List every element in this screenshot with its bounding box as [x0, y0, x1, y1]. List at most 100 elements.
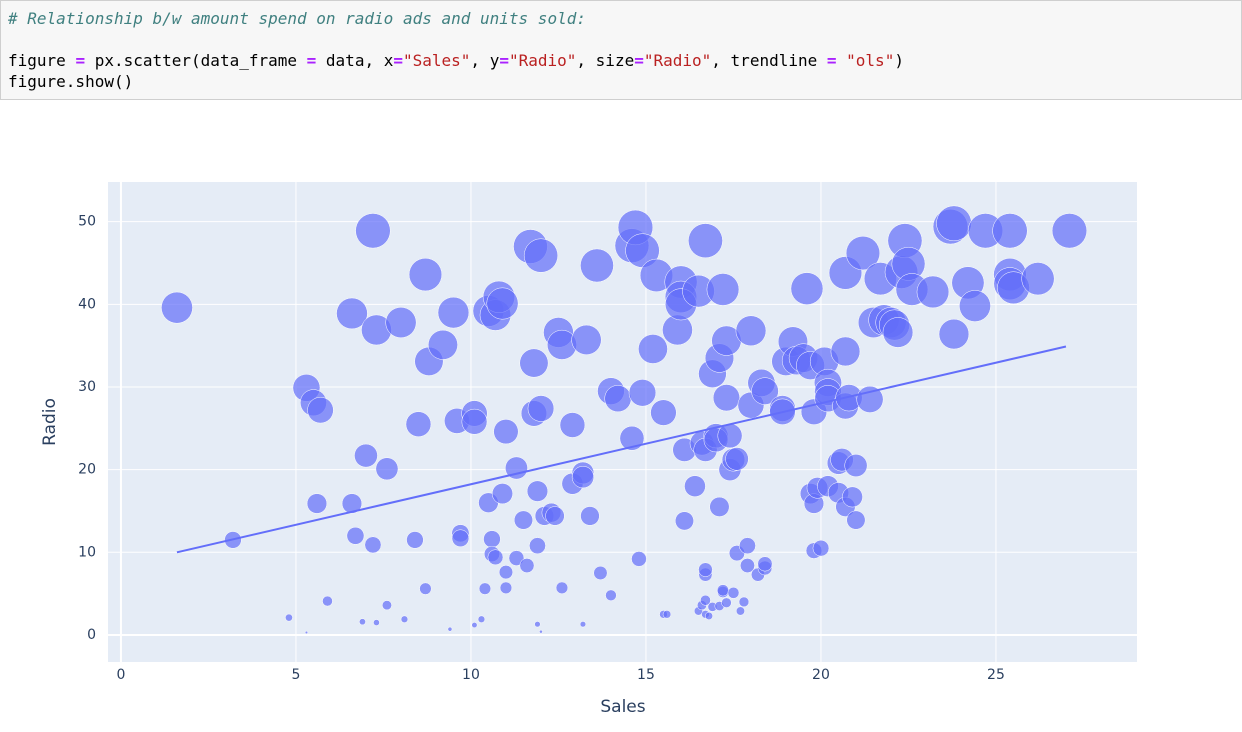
bubble: [304, 630, 309, 635]
bubble: [519, 558, 535, 573]
x-tick-label: 10: [462, 667, 480, 683]
code-token: =: [826, 51, 837, 70]
y-tick-label: 40: [78, 296, 96, 312]
bubble: [725, 447, 749, 471]
bubble: [638, 334, 668, 364]
x-tick-label: 20: [812, 667, 830, 683]
code-token: figure: [8, 51, 76, 70]
bubble: [519, 348, 549, 378]
bubble: [505, 456, 528, 480]
bubble: [959, 290, 991, 322]
bubble: [845, 235, 881, 271]
bubble: [882, 317, 914, 348]
bubble: [285, 613, 293, 622]
y-tick-label: 30: [78, 379, 96, 395]
bubble: [306, 493, 328, 514]
bubble: [437, 296, 470, 329]
x-tick-label: 5: [291, 667, 300, 683]
bubble: [527, 395, 555, 422]
code-token: =: [634, 51, 644, 70]
bubble: [355, 213, 391, 249]
bubble: [1051, 213, 1088, 249]
bubble: [364, 536, 382, 554]
bubble: [406, 531, 424, 549]
bubble: [513, 510, 533, 530]
bubble: [631, 551, 647, 567]
bubble: [451, 529, 470, 547]
bubble: [580, 248, 614, 283]
bubble: [161, 291, 193, 324]
bubble: [936, 205, 972, 242]
bubble: [571, 466, 595, 489]
bubble: [534, 621, 541, 628]
code-token: "Radio": [643, 51, 712, 70]
y-axis-title: Radio: [40, 398, 60, 446]
bubble: [529, 537, 546, 555]
bubble: [721, 597, 732, 608]
bubble: [341, 493, 363, 514]
bubble: [307, 396, 334, 424]
bubble: [526, 480, 549, 502]
bubble: [700, 594, 711, 606]
y-tick-label: 20: [78, 462, 96, 478]
x-tick-label: 15: [637, 667, 655, 683]
bubble: [408, 257, 443, 292]
bubble: [812, 539, 830, 557]
code-token: [837, 51, 847, 70]
bubble: [486, 287, 519, 320]
bubble: [571, 324, 602, 355]
bubble: [844, 454, 868, 477]
bubble: [559, 412, 586, 438]
bubble: [593, 565, 608, 581]
bubble: [354, 443, 378, 468]
bubble: [916, 275, 950, 309]
bubble: [579, 621, 587, 628]
bubble: [499, 581, 513, 595]
bubble: [336, 297, 368, 330]
bubble: [938, 318, 970, 350]
bubble: [461, 408, 488, 435]
bubble: [698, 562, 713, 577]
bubble: [508, 550, 525, 566]
bubble: [419, 582, 432, 595]
bubble: [704, 611, 713, 620]
bubble: [684, 475, 706, 497]
x-axis-title: Sales: [600, 697, 645, 717]
bubble: [757, 556, 773, 572]
bubble: [359, 618, 366, 626]
code-token: =: [306, 51, 317, 70]
bubble: [555, 581, 569, 595]
code-line: figure = px.scatter(data_frame = data, x…: [8, 51, 904, 70]
code-token: data, x: [316, 51, 394, 70]
code-token: px.scatter(data_frame: [85, 51, 307, 70]
bubble: [739, 537, 756, 555]
bubble: [619, 425, 645, 451]
bubble: [628, 379, 657, 407]
bubble: [662, 610, 672, 619]
bubble: [706, 273, 740, 306]
bubble: [992, 213, 1028, 249]
bubble: [375, 457, 399, 481]
bubble: [716, 584, 729, 597]
bubble: [471, 622, 478, 629]
code-token: ): [894, 51, 904, 70]
y-tick-label: 10: [78, 544, 96, 560]
bubble: [605, 589, 617, 601]
bubble: [580, 506, 600, 526]
bubble: [405, 411, 432, 437]
code-token: "Sales": [402, 51, 471, 70]
code-cell[interactable]: # Relationship b/w amount spend on radio…: [0, 0, 1242, 100]
bubble: [381, 600, 392, 611]
y-tick-label: 0: [87, 627, 96, 643]
chart: Sales Radio 0 5 10 15 20 25 0 10 20 30 40 50: [40, 182, 1137, 717]
plot-background: [108, 182, 1137, 662]
bubble: [483, 530, 501, 548]
bubble: [740, 558, 755, 573]
bubble: [545, 506, 565, 526]
bubble: [604, 385, 632, 413]
bubble: [346, 526, 365, 545]
code-token: , trendline: [711, 51, 827, 70]
code-token: , y: [470, 51, 500, 70]
bubble: [373, 619, 380, 626]
